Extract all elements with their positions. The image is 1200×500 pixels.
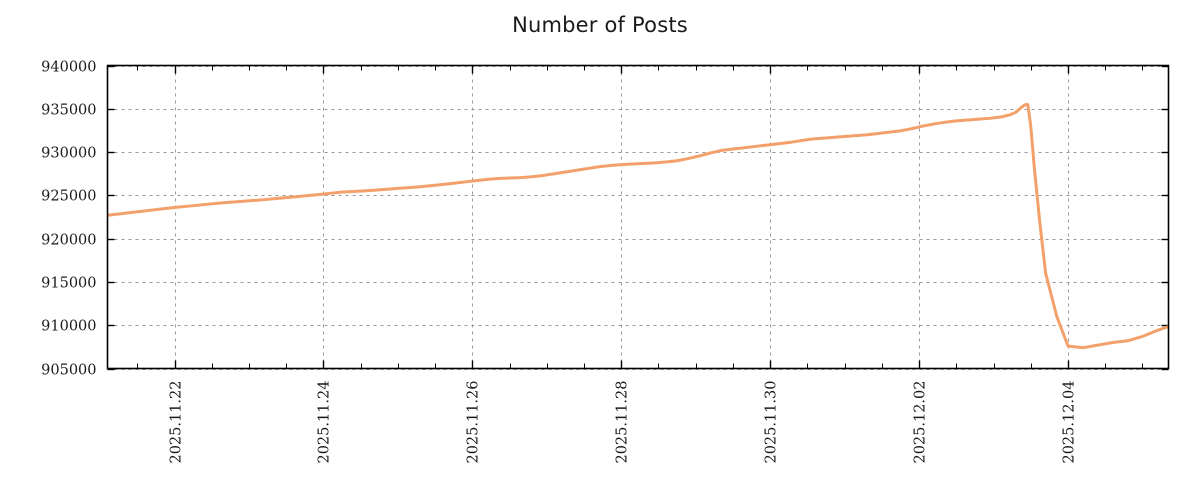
y-tick-label: 935000 [41, 103, 96, 119]
minor-tick-marks [137, 65, 1143, 369]
grid-lines [107, 65, 1169, 370]
y-tick-label: 925000 [41, 189, 96, 205]
x-tick-label: 2025.12.04 [1062, 381, 1078, 464]
x-tick-label: 2025.11.22 [169, 381, 185, 464]
x-tick-label: 2025.12.02 [913, 381, 929, 464]
x-axis-tick-labels: 2025.11.22 2025.11.24 2025.11.26 2025.11.28… [169, 381, 1078, 464]
tick-marks [107, 65, 1169, 371]
chart-title: Number of Posts [512, 13, 688, 37]
axes-frame [106, 64, 1170, 370]
y-tick-label: 910000 [41, 319, 96, 335]
x-tick-label: 2025.11.30 [764, 381, 780, 464]
x-tick-label: 2025.11.26 [466, 381, 482, 464]
y-tick-label: 920000 [41, 233, 96, 249]
x-tick-label: 2025.11.24 [317, 381, 333, 464]
y-axis-tick-labels: 940000 935000 930000 925000 920000 915000 9100… [41, 60, 96, 379]
y-tick-label: 930000 [41, 146, 96, 162]
y-tick-label: 915000 [41, 276, 96, 292]
data-line [107, 102, 1169, 350]
x-tick-label: 2025.11.28 [615, 381, 631, 464]
plot-frame [106, 64, 1170, 370]
y-tick-label: 905000 [41, 363, 96, 379]
data-series-layer [107, 102, 1169, 350]
y-tick-label: 940000 [41, 60, 96, 76]
